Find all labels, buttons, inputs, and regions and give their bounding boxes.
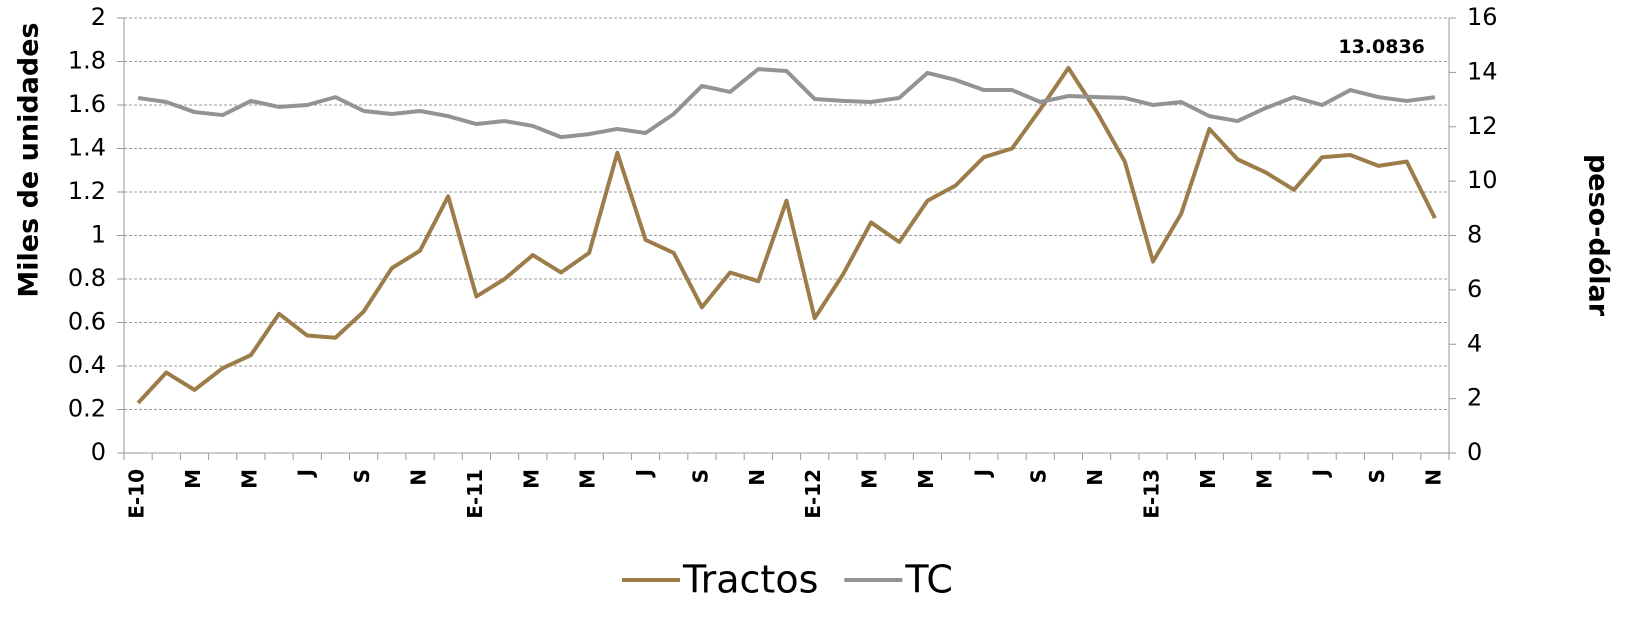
x-tick-label: M (181, 469, 205, 489)
y2-tick-label: 12 (1467, 112, 1498, 140)
series-line (137, 67, 1436, 140)
y2-tick-label: 10 (1467, 166, 1498, 194)
x-tick-label: N (1083, 469, 1107, 486)
y-tick-label: 1.6 (68, 90, 106, 118)
y2-tick-label: 6 (1467, 275, 1482, 303)
x-tick-label: J (970, 469, 994, 478)
data-label: 13.0836 (1338, 36, 1425, 58)
y2-tick-label: 8 (1467, 221, 1482, 249)
y2-tick-label: 2 (1467, 384, 1482, 412)
legend-label: Tractos (682, 558, 818, 602)
y-tick-label: 0.8 (68, 264, 106, 292)
y-tick-label: 0.6 (68, 308, 106, 336)
x-tick-label: E-12 (801, 469, 825, 519)
y-tick-label: 1.2 (68, 177, 106, 205)
y-tick-label: 0.2 (68, 395, 106, 423)
y-tick-label: 1.4 (68, 134, 106, 162)
x-tick-label: S (688, 469, 712, 483)
y2-tick-label: 16 (1467, 3, 1498, 31)
x-tick-label: M (237, 469, 261, 489)
x-tick-label: E-11 (463, 469, 487, 519)
x-tick-label: S (1027, 469, 1051, 483)
y-tick-label: 0 (91, 438, 106, 466)
x-tick-label: N (1421, 469, 1445, 486)
x-tick-label: M (914, 469, 938, 489)
y-tick-label: 1.8 (68, 47, 106, 75)
legend-label: TC (904, 558, 953, 602)
y-tick-label: 1 (91, 221, 106, 249)
y-axis-title: Miles de unidades (14, 22, 45, 297)
x-tick-label: J (1309, 469, 1333, 478)
y2-tick-label: 0 (1467, 438, 1482, 466)
x-tick-label: M (576, 469, 600, 489)
y-tick-label: 0.4 (68, 351, 106, 379)
x-tick-label: M (1196, 469, 1220, 489)
x-tick-label: M (1252, 469, 1276, 489)
x-tick-label: S (350, 469, 374, 483)
x-tick-label: S (1365, 469, 1389, 483)
y2-axis-title: peso-dólar (1583, 154, 1614, 317)
y2-tick-label: 4 (1467, 329, 1482, 357)
series-line (136, 66, 1437, 405)
y2-tick-label: 14 (1467, 57, 1498, 85)
x-tick-label: J (294, 469, 318, 478)
x-tick-label: M (858, 469, 882, 489)
x-tick-label: N (745, 469, 769, 486)
x-tick-label: E-13 (1139, 469, 1163, 519)
x-tick-label: M (519, 469, 543, 489)
x-tick-label: E-10 (125, 469, 149, 519)
x-tick-label: N (407, 469, 431, 486)
y-tick-label: 2 (91, 3, 106, 31)
x-tick-label: J (632, 469, 656, 478)
